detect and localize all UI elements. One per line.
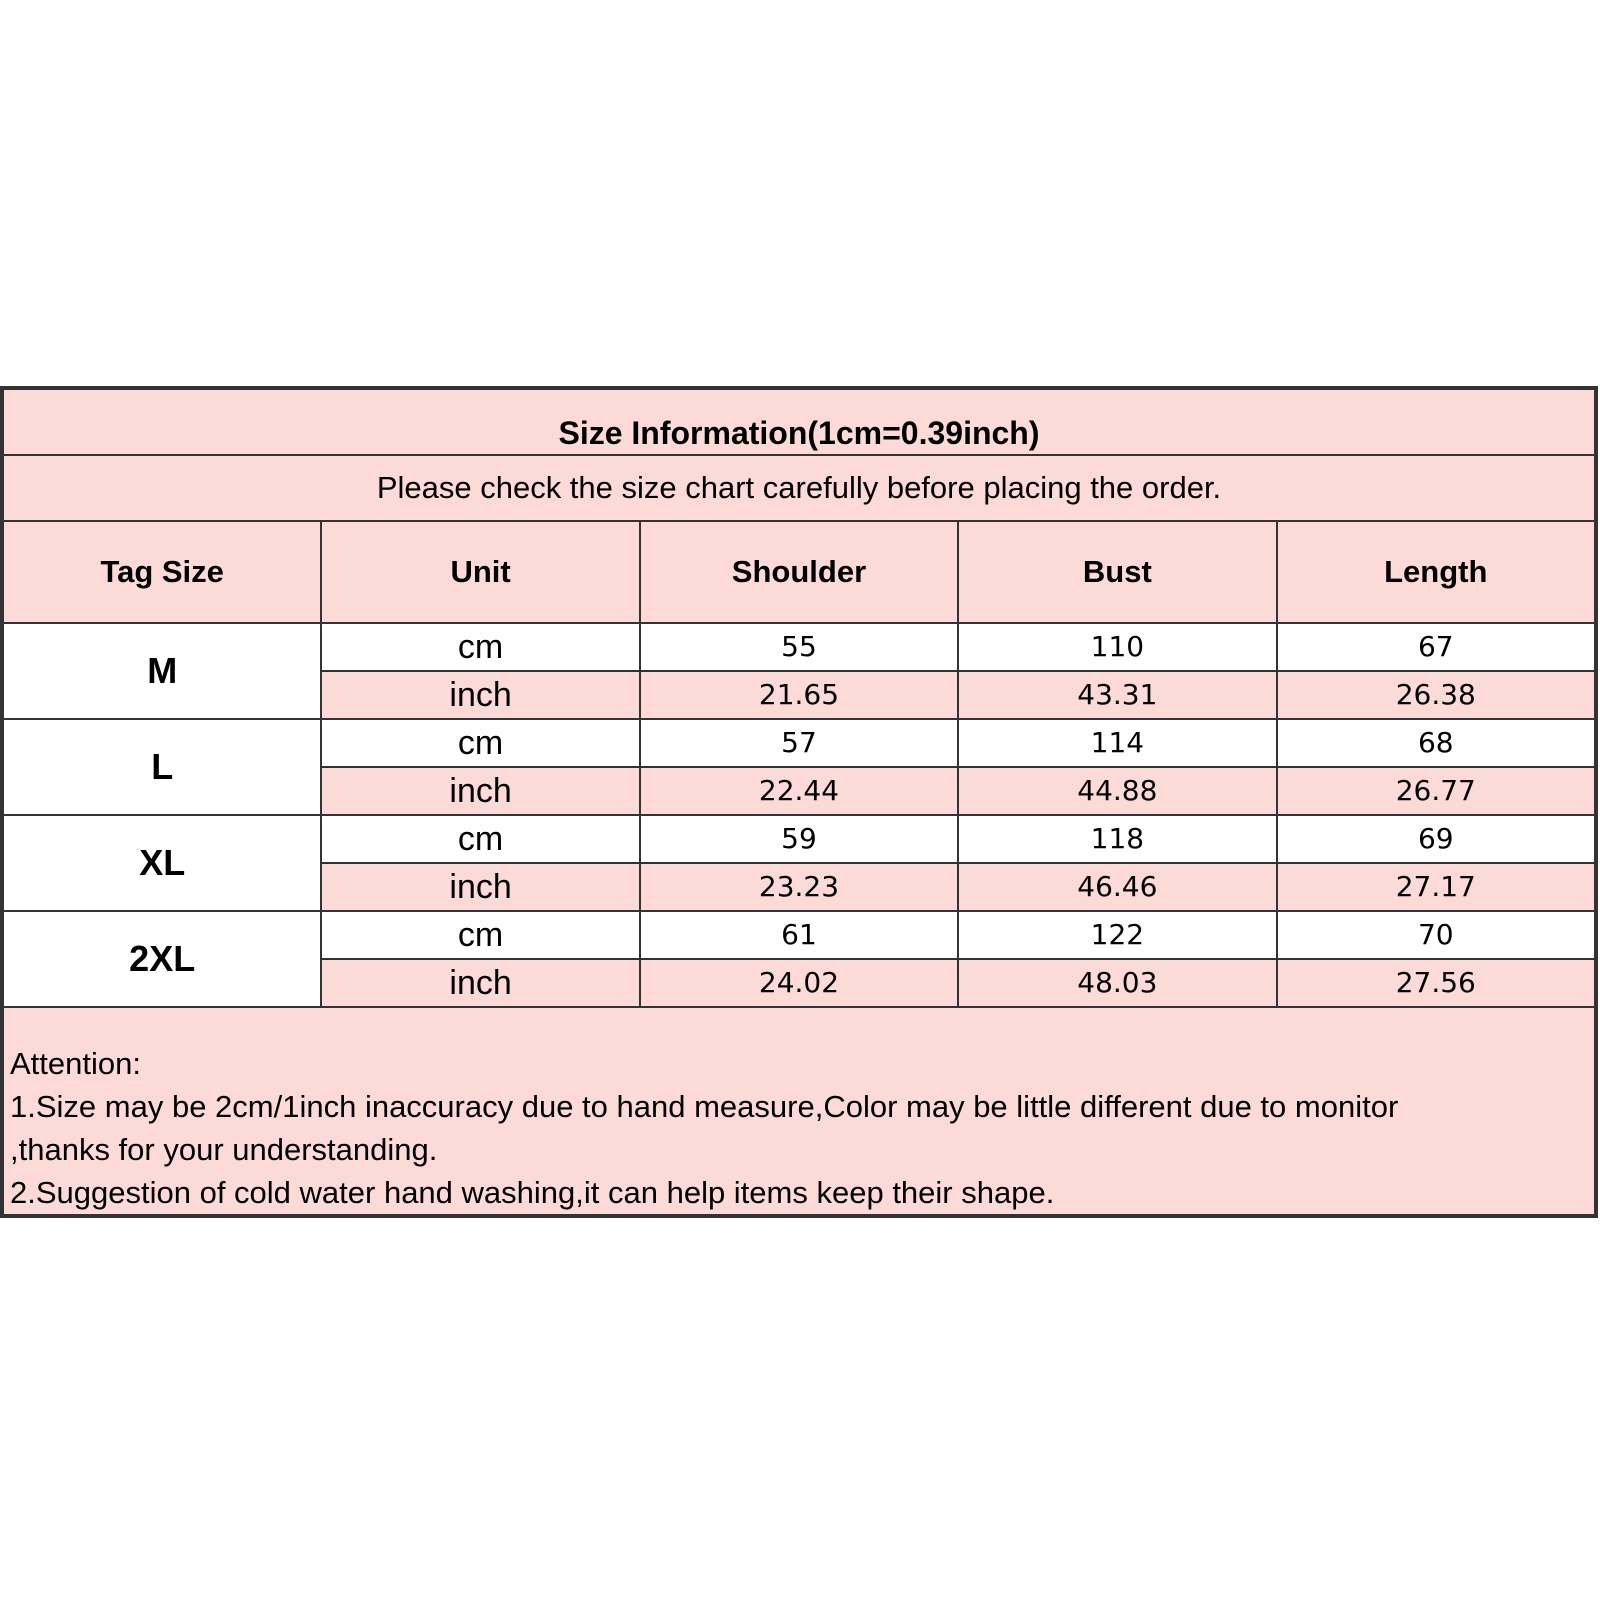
chart-subtitle: Please check the size chart carefully be…	[2, 454, 1596, 522]
unit-cell: inch	[320, 862, 641, 912]
note-heading: Attention:	[10, 1046, 141, 1081]
shoulder-cell: 57	[638, 718, 960, 768]
note-line: 2.Suggestion of cold water hand washing,…	[10, 1175, 1055, 1210]
tag-size-cell: L	[1, 718, 323, 816]
bust-cell: 43.31	[957, 670, 1278, 720]
tag-size-cell: XL	[1, 814, 323, 912]
length-cell: 27.17	[1275, 862, 1597, 912]
bust-cell: 114	[957, 718, 1278, 768]
note-line: 1.Size may be 2cm/1inch inaccuracy due t…	[10, 1089, 1399, 1124]
note-line: ,thanks for your understanding.	[10, 1132, 438, 1167]
shoulder-cell: 55	[638, 622, 960, 672]
length-cell: 68	[1275, 718, 1597, 768]
tag-size-cell: M	[1, 622, 323, 720]
bust-cell: 118	[957, 814, 1278, 864]
length-cell: 27.56	[1275, 958, 1597, 1008]
table-row: XL cm 59 118 69	[1, 814, 1597, 912]
attention-notes: Attention: 1.Size may be 2cm/1inch inacc…	[2, 1006, 1596, 1216]
bust-cell: 46.46	[957, 862, 1278, 912]
unit-cell: cm	[320, 814, 641, 864]
table-row: 2XL cm 61 122 70	[1, 910, 1597, 1008]
unit-cell: cm	[320, 718, 641, 768]
shoulder-cell: 22.44	[638, 766, 960, 816]
table-row: inch 23.23 46.46 27.17	[3, 862, 1597, 912]
length-cell: 26.77	[1275, 766, 1597, 816]
header-shoulder: Shoulder	[638, 520, 960, 624]
bust-cell: 110	[957, 622, 1278, 672]
tag-size-cell: 2XL	[1, 910, 323, 1008]
table-row: inch 21.65 43.31 26.38	[3, 670, 1597, 720]
header-row: Tag Size Unit Shoulder Bust Length	[1, 520, 1597, 624]
unit-cell: inch	[320, 766, 641, 816]
shoulder-cell: 59	[638, 814, 960, 864]
bust-cell: 48.03	[957, 958, 1278, 1008]
header-tag-size: Tag Size	[1, 520, 323, 624]
bust-cell: 122	[957, 910, 1278, 960]
table-row: inch 22.44 44.88 26.77	[3, 766, 1597, 816]
size-chart: Size Information(1cm=0.39inch) Please ch…	[0, 386, 1598, 1218]
shoulder-cell: 61	[638, 910, 960, 960]
header-unit: Unit	[320, 520, 641, 624]
bust-cell: 44.88	[957, 766, 1278, 816]
length-cell: 69	[1275, 814, 1597, 864]
size-table: Size Information(1cm=0.39inch) Please ch…	[1, 388, 1597, 1216]
header-bust: Bust	[957, 520, 1278, 624]
unit-cell: inch	[320, 958, 641, 1008]
chart-title: Size Information(1cm=0.39inch)	[2, 388, 1596, 456]
length-cell: 26.38	[1275, 670, 1597, 720]
table-row: inch 24.02 48.03 27.56	[3, 958, 1597, 1008]
length-cell: 70	[1275, 910, 1597, 960]
header-length: Length	[1275, 520, 1597, 624]
shoulder-cell: 23.23	[638, 862, 960, 912]
shoulder-cell: 21.65	[638, 670, 960, 720]
unit-cell: inch	[320, 670, 641, 720]
length-cell: 67	[1275, 622, 1597, 672]
shoulder-cell: 24.02	[638, 958, 960, 1008]
unit-cell: cm	[320, 622, 641, 672]
unit-cell: cm	[320, 910, 641, 960]
